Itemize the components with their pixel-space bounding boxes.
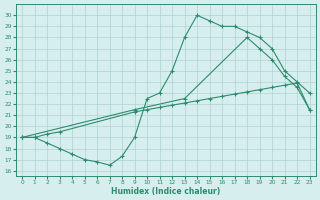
X-axis label: Humidex (Indice chaleur): Humidex (Indice chaleur) [111,187,220,196]
